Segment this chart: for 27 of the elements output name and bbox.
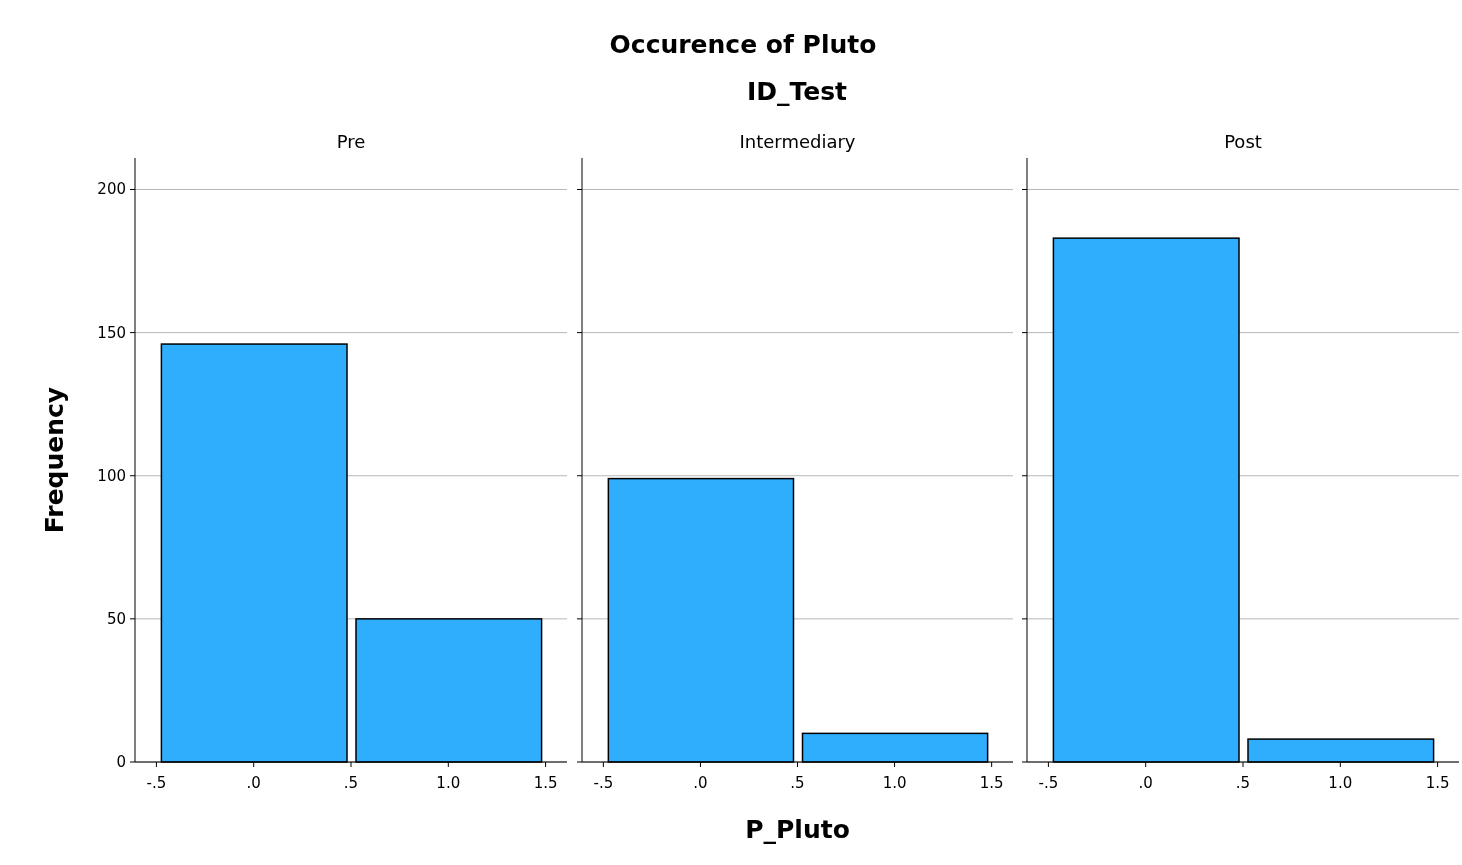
chart-title: Pre [336,131,366,152]
y-tick-label: 200 [97,180,126,199]
y-tick-label: 0 [116,753,126,771]
chart-title: Intermediary [739,131,856,152]
text: Occurence of Pluto [609,30,877,59]
x-tick-label: -.5 [593,774,614,792]
x-tick-label: .0 [246,774,261,792]
x-tick-label: 1.0 [1328,774,1353,792]
x-tick-label: .5 [343,774,359,792]
x-tick-label: 1.5 [979,774,1004,792]
y-tick-label: 150 [97,323,126,342]
y-tick-label: 100 [97,466,126,485]
y-axis-title: Frequency [40,386,69,534]
x-tick-label: -.5 [1038,774,1059,792]
x-tick-label: 1.0 [436,774,461,792]
y-tick-label: 50 [106,609,126,628]
text: ID_Test [746,77,848,106]
x-tick-label: .5 [790,774,805,792]
x-tick-label: .0 [693,774,708,792]
x-axis-title: P_Pluto [745,815,850,844]
x-tick-label: -.5 [146,774,167,792]
x-tick-label: 1.0 [882,774,907,792]
x-tick-label: .0 [1138,774,1153,792]
x-tick-label: 1.5 [1425,774,1450,792]
chart-title: Post [1224,131,1262,152]
x-tick-label: 1.5 [533,774,558,792]
x-tick-label: .5 [1235,774,1251,792]
